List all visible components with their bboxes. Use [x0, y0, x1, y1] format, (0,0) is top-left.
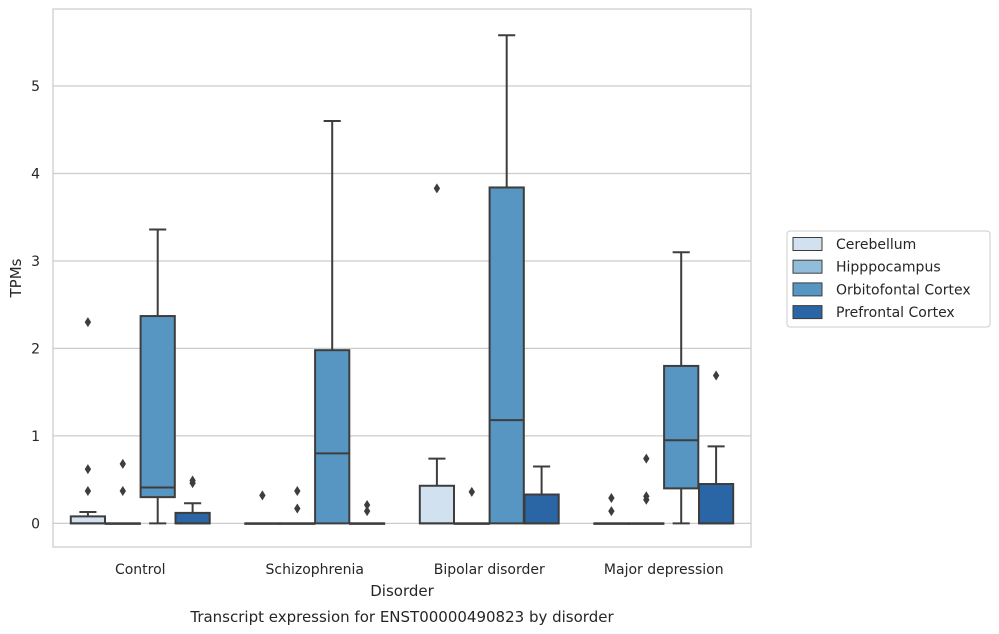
- x-tick-label: Schizophrenia: [266, 562, 364, 578]
- legend-swatch: [792, 237, 823, 251]
- box-hipppocampus: [279, 486, 316, 525]
- box-cerebellum: [244, 490, 281, 525]
- legend-swatch: [792, 305, 823, 320]
- outlier-point: [189, 478, 196, 489]
- outlier-point: [608, 506, 615, 517]
- outlier-point: [84, 464, 92, 475]
- box-body: [418, 484, 456, 525]
- box-cerebellum: [418, 183, 456, 525]
- box-layer: [69, 34, 735, 525]
- legend-label: Hipppocampus: [836, 260, 941, 276]
- y-tick-label: 0: [31, 516, 40, 532]
- box-hipppocampus: [104, 458, 141, 525]
- box-body: [139, 315, 176, 499]
- box-hipppocampus: [453, 486, 490, 525]
- box-body: [697, 483, 735, 525]
- legend-label: Cerebellum: [836, 237, 916, 253]
- box-prefrontal-cortex: [697, 370, 735, 525]
- legend-label: Prefrontal Cortex: [836, 305, 955, 321]
- box-orbitofontal-cortex: [314, 119, 351, 525]
- legend-swatch: [792, 282, 823, 297]
- box-body: [69, 515, 107, 525]
- outlier-point: [84, 317, 92, 328]
- box-orbitofontal-cortex: [139, 228, 176, 525]
- box-orbitofontal-cortex: [663, 251, 700, 525]
- box-orbitofontal-cortex: [488, 34, 525, 525]
- legend-frame: [786, 230, 991, 328]
- box-body: [663, 364, 700, 490]
- outlier-point: [643, 453, 650, 464]
- y-axis-label: TPMs: [7, 258, 25, 298]
- box-body: [523, 493, 560, 525]
- y-tick-label: 4: [31, 166, 40, 182]
- box-cerebellum: [593, 493, 630, 525]
- outlier-point: [84, 486, 92, 497]
- box-prefrontal-cortex: [174, 475, 211, 525]
- box-body: [314, 349, 351, 525]
- y-tick-label: 3: [31, 254, 40, 270]
- outlier-point: [259, 490, 266, 501]
- box-prefrontal-cortex: [523, 465, 560, 525]
- y-tick-label: 2: [31, 341, 40, 357]
- box-prefrontal-cortex: [348, 500, 386, 525]
- outlier-point: [119, 458, 126, 469]
- y-tick-label: 5: [31, 79, 40, 95]
- box-hipppocampus: [628, 453, 665, 525]
- legend-swatch: [792, 259, 823, 274]
- outlier-point: [608, 493, 615, 504]
- box-cerebellum: [69, 317, 107, 525]
- outlier-point: [433, 183, 441, 194]
- outlier-point: [712, 370, 720, 381]
- outlier-point: [363, 500, 371, 511]
- legend: Cerebellum Hipppocampus Orbitofontal Corte…: [786, 230, 991, 328]
- outlier-point: [119, 486, 126, 497]
- x-tick-label: Control: [115, 562, 166, 578]
- outlier-point: [643, 494, 650, 505]
- x-tick-label: Major depression: [604, 562, 724, 578]
- y-tick-label: 1: [31, 429, 40, 445]
- outlier-point: [468, 486, 475, 497]
- outlier-point: [363, 506, 371, 517]
- legend-label: Orbitofontal Cortex: [836, 282, 971, 298]
- x-tick-label: Bipolar disorder: [434, 562, 545, 578]
- plot-frame: [52, 8, 752, 548]
- chart-title: Transcript expression for ENST0000049082…: [189, 608, 614, 626]
- x-tick-labels: Control Schizophrenia Bipolar disorder Majo…: [115, 562, 724, 578]
- outlier-point: [294, 503, 301, 514]
- box-body: [174, 511, 211, 525]
- x-axis-label: Disorder: [370, 582, 434, 600]
- outlier-point: [294, 486, 301, 497]
- y-tick-labels: 0 1 2 3 4 5: [31, 79, 40, 532]
- box-body: [488, 186, 525, 525]
